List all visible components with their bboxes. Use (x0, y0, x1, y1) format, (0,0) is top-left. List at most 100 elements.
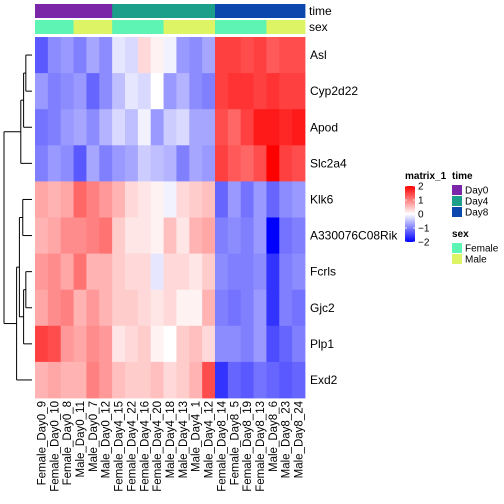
column-label: Male_Day0_11 (75, 401, 87, 478)
heatmap-cell (47, 253, 62, 291)
heatmap-cell (279, 145, 293, 182)
row-label: A330076C08Rik (310, 229, 398, 243)
time-annotation-cell (73, 4, 87, 18)
heatmap-cell (176, 181, 190, 218)
legend-colorbar (405, 186, 415, 242)
heatmap-cell (227, 73, 242, 110)
legend-label-sex: Female (465, 244, 499, 255)
heatmap-cell (47, 289, 62, 327)
column-label: Female_Day8_19 (242, 401, 254, 492)
legend-title-matrix: matrix_1 (405, 171, 447, 182)
heatmap-cell (253, 289, 267, 327)
heatmap-cell (137, 109, 152, 146)
heatmap-cell (253, 145, 267, 182)
heatmap-cell (47, 37, 62, 74)
heatmap-cell (125, 217, 139, 254)
heatmap-cell (292, 73, 306, 110)
heatmap-cell (150, 361, 164, 399)
column-label: Female_Day0_10 (49, 401, 61, 492)
heatmap-cell (163, 109, 177, 146)
legend-tick-label: −2 (418, 238, 430, 249)
heatmap-cell (150, 37, 164, 74)
heatmap-cell (215, 73, 229, 110)
heatmap-cell (150, 217, 164, 254)
time-annotation-cell (279, 4, 293, 18)
sex-annotation-label: sex (309, 20, 328, 34)
heatmap-cell (163, 217, 177, 254)
row-label: Apod (310, 120, 338, 134)
heatmap-cell (202, 73, 216, 110)
heatmap-cell (137, 145, 152, 182)
sex-annotation-cell (86, 20, 100, 34)
heatmap-cell (125, 109, 139, 146)
sex-annotation-cell (253, 20, 267, 34)
heatmap-cell (240, 361, 254, 399)
heatmap-cell (47, 217, 62, 254)
heatmap-cell (35, 37, 49, 74)
heatmap-cell (137, 325, 152, 363)
heatmap-cell (227, 289, 242, 327)
heatmap-cell (35, 325, 49, 363)
column-label: Female_Day8_13 (255, 401, 267, 492)
legend-tick-label: 0 (418, 210, 424, 221)
legend-label-time: Day4 (465, 197, 489, 208)
heatmap-cell (189, 217, 203, 254)
heatmap-cell (202, 289, 216, 327)
column-label: Male_Day8_23 (281, 401, 293, 478)
heatmap-cell (266, 37, 280, 74)
heatmap-cell (292, 325, 306, 363)
heatmap-cell (60, 289, 74, 327)
column-label: Male_Day4_18 (165, 401, 177, 478)
heatmap-cell (99, 37, 113, 74)
heatmap-cell (240, 73, 254, 110)
row-label: Slc2a4 (310, 156, 347, 170)
heatmap-cell (176, 37, 190, 74)
heatmap-cell (202, 325, 216, 363)
heatmap-cell (112, 253, 126, 291)
sex-annotation-cell (240, 20, 254, 34)
column-label: Female_Day4_16 (139, 401, 151, 492)
legend-title-time: time (452, 171, 473, 182)
heatmap-cell (292, 37, 306, 74)
column-label: Male_Day0_7 (88, 401, 100, 472)
heatmap-cell (35, 145, 49, 182)
heatmap-cell (60, 73, 74, 110)
heatmap-cell (215, 217, 229, 254)
heatmap-cell (163, 37, 177, 74)
heatmap-cell (60, 109, 74, 146)
column-label: Male_Day0_12 (101, 401, 113, 478)
heatmap-cell (47, 109, 62, 146)
heatmap-cell (112, 217, 126, 254)
heatmap-cell (112, 37, 126, 74)
sex-annotation-cell (35, 20, 49, 34)
heatmap-cell (215, 109, 229, 146)
sex-annotation-cell (176, 20, 190, 34)
heatmap-cell (202, 109, 216, 146)
heatmap-cell (125, 73, 139, 110)
heatmap-cell (227, 145, 242, 182)
heatmap-cell (86, 217, 100, 254)
heatmap-cell (112, 325, 126, 363)
time-annotation-cell (112, 4, 126, 18)
heatmap-cell (125, 37, 139, 74)
sex-annotation-cell (202, 20, 216, 34)
heatmap-cell (266, 145, 280, 182)
heatmap-cell (73, 145, 87, 182)
heatmap-cell (112, 289, 126, 327)
heatmap-cell (292, 109, 306, 146)
heatmap-cell (150, 181, 164, 218)
legend-swatch-sex (452, 254, 462, 264)
heatmap-cell (35, 217, 49, 254)
time-annotation-cell (227, 4, 242, 18)
heatmap-cell (137, 253, 152, 291)
heatmap-cell (176, 217, 190, 254)
heatmap-cell (227, 361, 242, 399)
heatmap-cell (279, 217, 293, 254)
heatmap-cell (150, 145, 164, 182)
heatmap-cell (202, 37, 216, 74)
heatmap-cell (176, 109, 190, 146)
heatmap-cell (189, 361, 203, 399)
heatmap-cell (99, 145, 113, 182)
heatmap-cell (202, 361, 216, 399)
heatmap-cell (240, 181, 254, 218)
